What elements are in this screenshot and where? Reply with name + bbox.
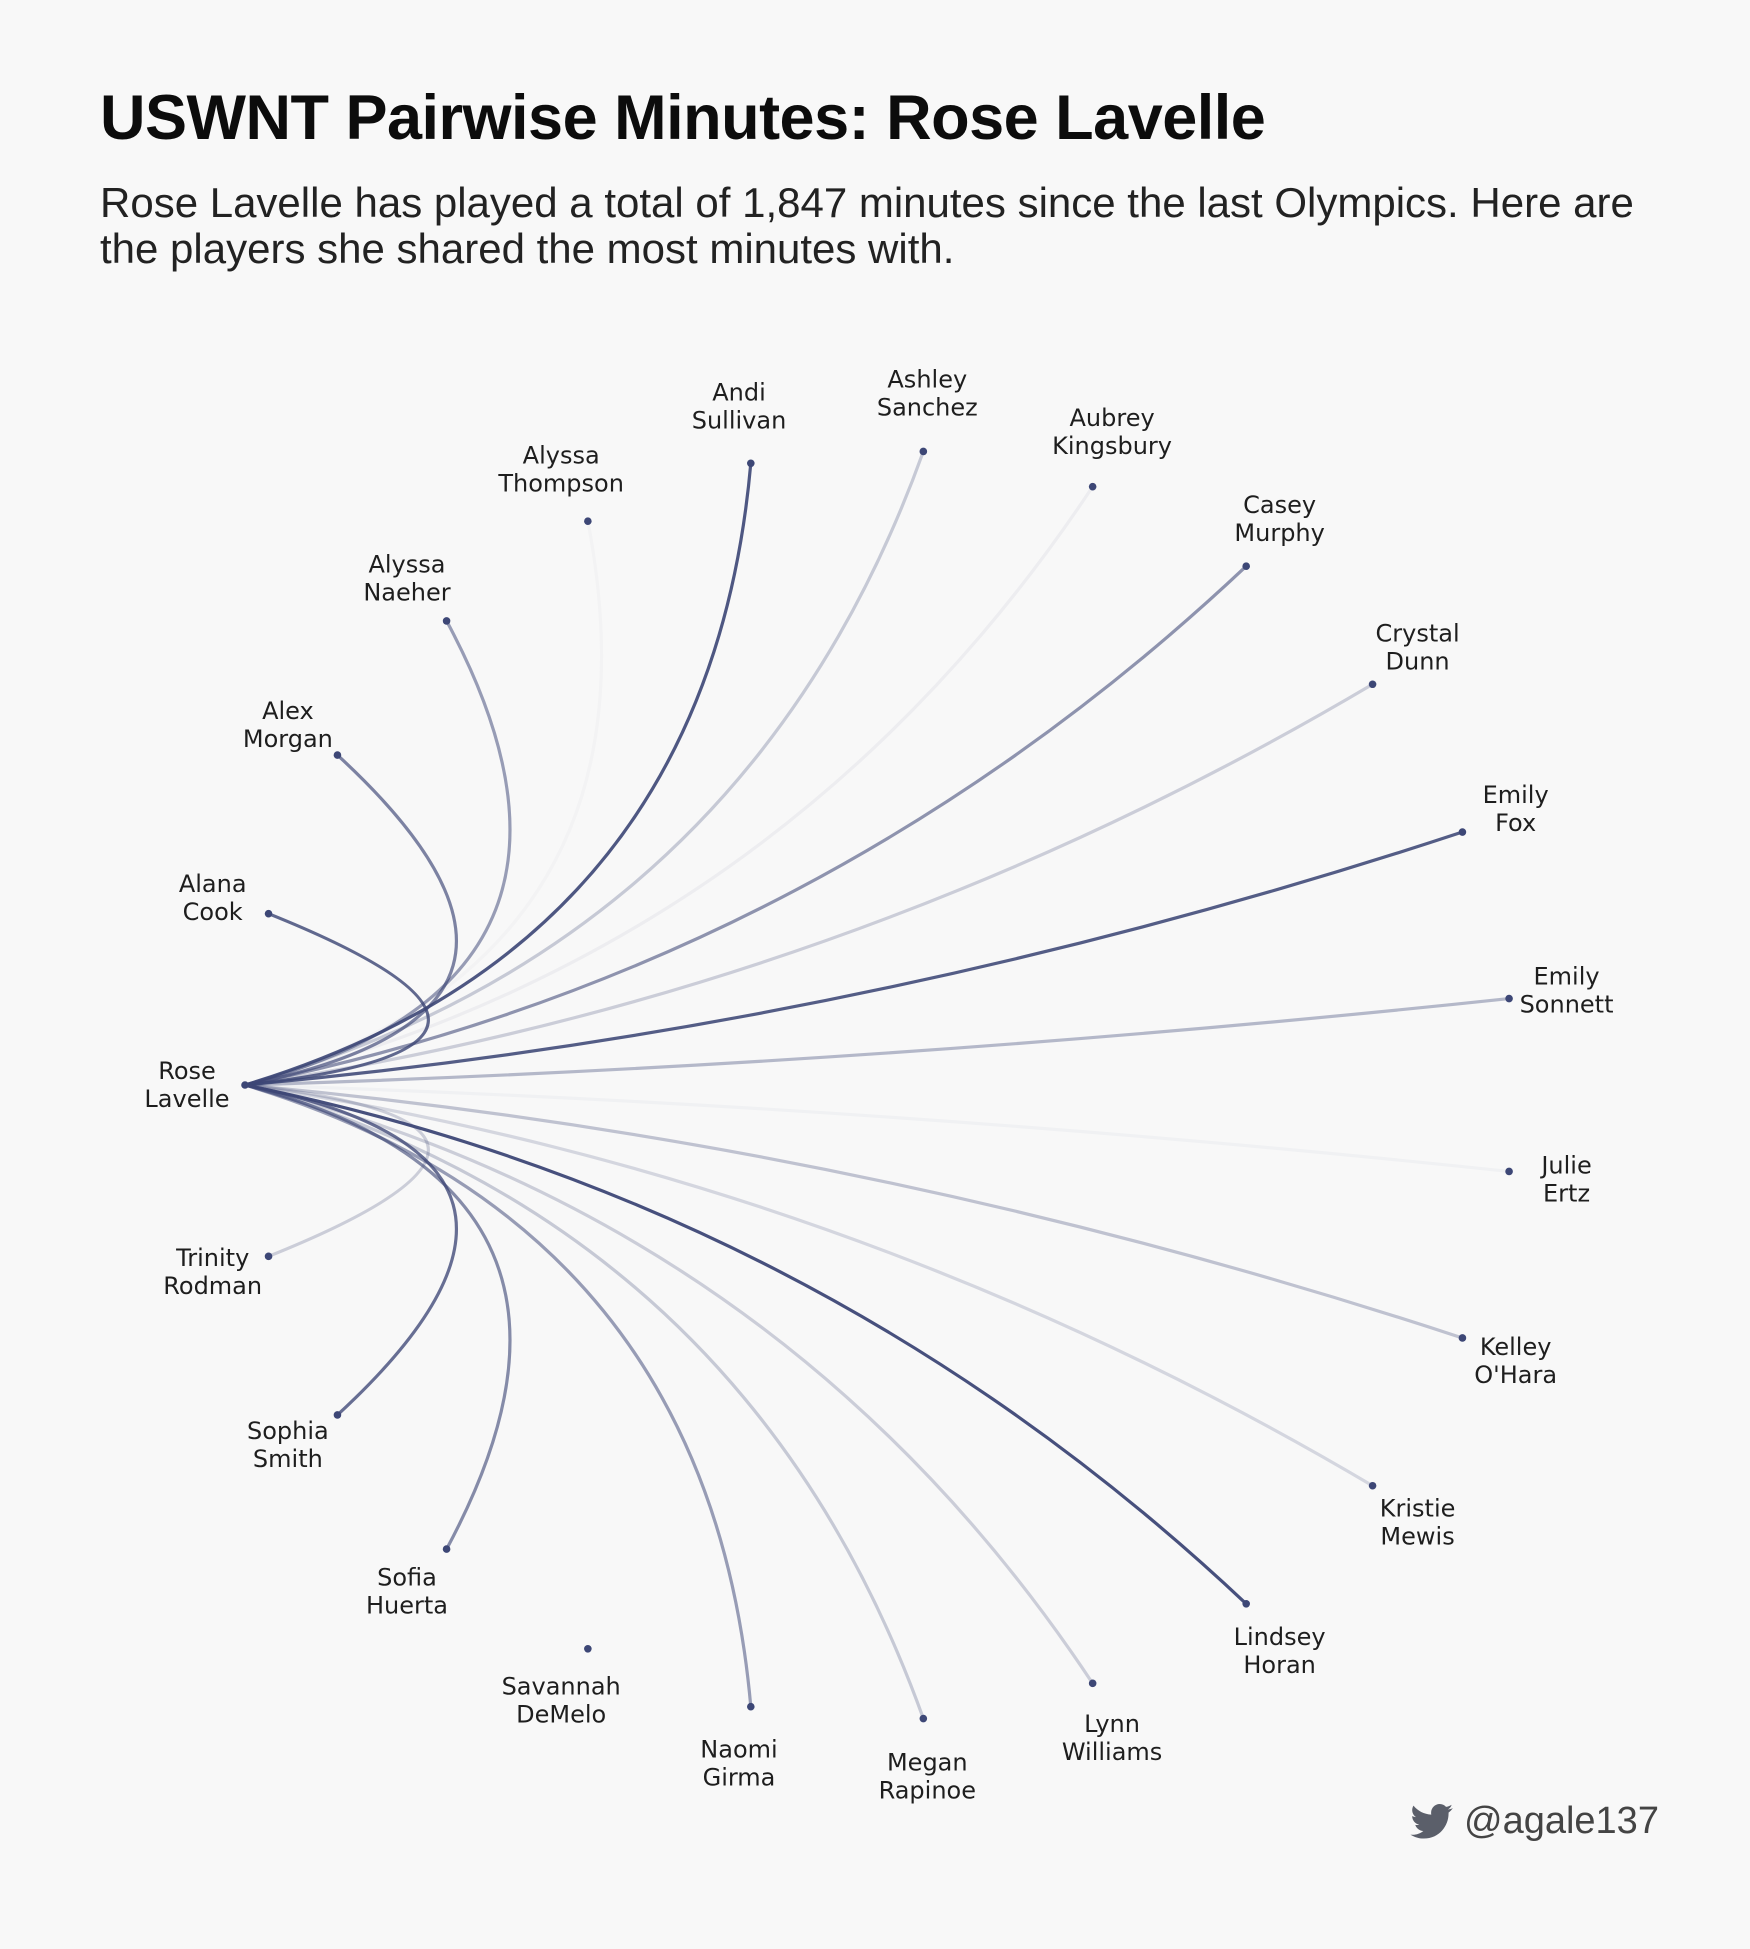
link-naomi-girma xyxy=(243,1083,753,1709)
label-lynn-williams: Lynn Williams xyxy=(1062,1710,1162,1766)
node-aubrey-kingsbury xyxy=(1088,482,1097,491)
label-emily-sonnett: Emily Sonnett xyxy=(1520,963,1614,1019)
label-emily-fox: Emily Fox xyxy=(1483,781,1549,837)
node-lynn-williams xyxy=(1088,1679,1097,1688)
link-trinity-rodman xyxy=(243,1083,430,1258)
link-kristie-mewis xyxy=(243,1083,1375,1488)
link-sophia-smith xyxy=(243,1083,458,1417)
node-sofia-huerta xyxy=(442,1545,451,1553)
label-aubrey-kingsbury: Aubrey Kingsbury xyxy=(1052,404,1172,460)
node-alyssa-thompson xyxy=(584,517,592,525)
node-julie-ertz xyxy=(1505,1167,1513,1176)
link-group xyxy=(243,449,1511,1721)
credit-handle: @agale137 xyxy=(1464,1800,1659,1842)
label-alana-cook: Alana Cook xyxy=(179,870,247,926)
node-sophia-smith xyxy=(333,1411,342,1419)
page-title: USWNT Pairwise Minutes: Rose Lavelle xyxy=(100,83,1266,153)
node-alex-morgan xyxy=(333,751,342,759)
node-lindsey-horan xyxy=(1242,1599,1250,1608)
link-andi-sullivan xyxy=(243,461,753,1087)
node-kristie-mewis xyxy=(1368,1481,1377,1490)
label-andi-sullivan: Andi Sullivan xyxy=(692,378,787,434)
label-kristie-mewis: Kristie Mewis xyxy=(1380,1494,1456,1550)
link-emily-sonnett xyxy=(243,996,1511,1087)
label-sophia-smith: Sophia Smith xyxy=(247,1417,329,1473)
node-crystal-dunn xyxy=(1368,680,1377,689)
label-alex-morgan: Alex Morgan xyxy=(243,697,333,753)
node-group xyxy=(241,447,1513,1723)
link-emily-fox xyxy=(243,830,1465,1087)
label-casey-murphy: Casey Murphy xyxy=(1234,491,1324,547)
label-naomi-girma: Naomi Girma xyxy=(700,1736,777,1792)
node-alyssa-naeher xyxy=(442,617,451,625)
link-alyssa-naeher xyxy=(243,619,512,1087)
label-savannah-demelo: Savannah DeMelo xyxy=(502,1672,621,1728)
page-subtitle: Rose Lavelle has played a total of 1,847… xyxy=(100,179,1634,272)
link-ashley-sanchez xyxy=(243,449,925,1087)
label-sofia-huerta: Sofia Huerta xyxy=(366,1563,448,1619)
link-alex-morgan xyxy=(243,753,458,1087)
link-kelley-o-hara xyxy=(243,1083,1465,1340)
node-emily-sonnett xyxy=(1505,994,1513,1003)
label-kelley-o-hara: Kelley O'Hara xyxy=(1474,1333,1557,1389)
label-alyssa-thompson: Alyssa Thompson xyxy=(497,442,624,498)
twitter-bird-icon xyxy=(1410,1803,1453,1839)
link-aubrey-kingsbury xyxy=(243,485,1095,1087)
node-andi-sullivan xyxy=(747,459,755,468)
label-alyssa-naeher: Alyssa Naeher xyxy=(363,551,450,607)
link-lynn-williams xyxy=(243,1083,1095,1685)
link-megan-rapinoe xyxy=(243,1083,925,1721)
link-crystal-dunn xyxy=(243,682,1375,1087)
label-trinity-rodman: Trinity Rodman xyxy=(163,1244,262,1300)
node-kelley-o-hara xyxy=(1458,1334,1467,1342)
node-trinity-rodman xyxy=(264,1252,273,1261)
link-alana-cook xyxy=(243,912,430,1087)
link-casey-murphy xyxy=(243,564,1248,1087)
label-crystal-dunn: Crystal Dunn xyxy=(1376,620,1460,676)
label-group: Rose Lavelle Alana Cook Alex Morgan Alyssa Naeh… xyxy=(144,366,1613,1805)
node-alana-cook xyxy=(264,909,273,918)
node-savannah-demelo xyxy=(584,1645,592,1653)
label-julie-ertz: Julie Ertz xyxy=(1539,1151,1591,1207)
label-ashley-sanchez: Ashley Sanchez xyxy=(877,366,978,422)
node-naomi-girma xyxy=(747,1702,755,1711)
label-megan-rapinoe: Megan Rapinoe xyxy=(879,1748,976,1804)
link-sofia-huerta xyxy=(243,1083,512,1551)
node-ashley-sanchez xyxy=(919,447,928,456)
link-lindsey-horan xyxy=(243,1083,1248,1606)
node-emily-fox xyxy=(1458,828,1467,836)
node-megan-rapinoe xyxy=(919,1714,928,1723)
credit[interactable]: @agale137 xyxy=(1408,1800,1659,1843)
node-casey-murphy xyxy=(1242,562,1250,571)
node-rose-lavelle xyxy=(241,1081,249,1089)
label-lindsey-horan: Lindsey Horan xyxy=(1234,1623,1326,1679)
label-rose-lavelle: Rose Lavelle xyxy=(144,1057,229,1113)
